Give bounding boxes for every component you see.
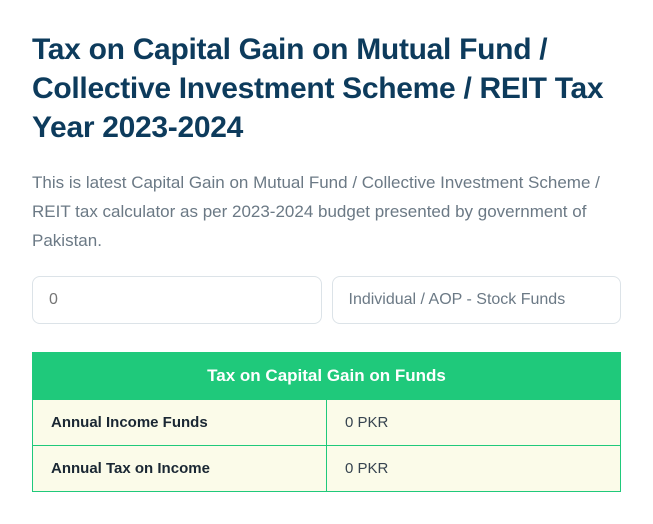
row-label-income-funds: Annual Income Funds: [33, 399, 327, 445]
table-header: Tax on Capital Gain on Funds: [33, 352, 621, 399]
page-title: Tax on Capital Gain on Mutual Fund / Col…: [32, 30, 621, 147]
page-description: This is latest Capital Gain on Mutual Fu…: [32, 169, 621, 256]
row-label-tax-income: Annual Tax on Income: [33, 445, 327, 491]
results-table: Tax on Capital Gain on Funds Annual Inco…: [32, 352, 621, 492]
row-value-tax-income: 0 PKR: [327, 445, 621, 491]
table-row: Annual Tax on Income 0 PKR: [33, 445, 621, 491]
row-value-income-funds: 0 PKR: [327, 399, 621, 445]
table-row: Annual Income Funds 0 PKR: [33, 399, 621, 445]
category-select[interactable]: Individual / AOP - Stock Funds: [332, 276, 622, 324]
input-row: Individual / AOP - Stock Funds: [32, 276, 621, 324]
amount-input[interactable]: [32, 276, 322, 324]
